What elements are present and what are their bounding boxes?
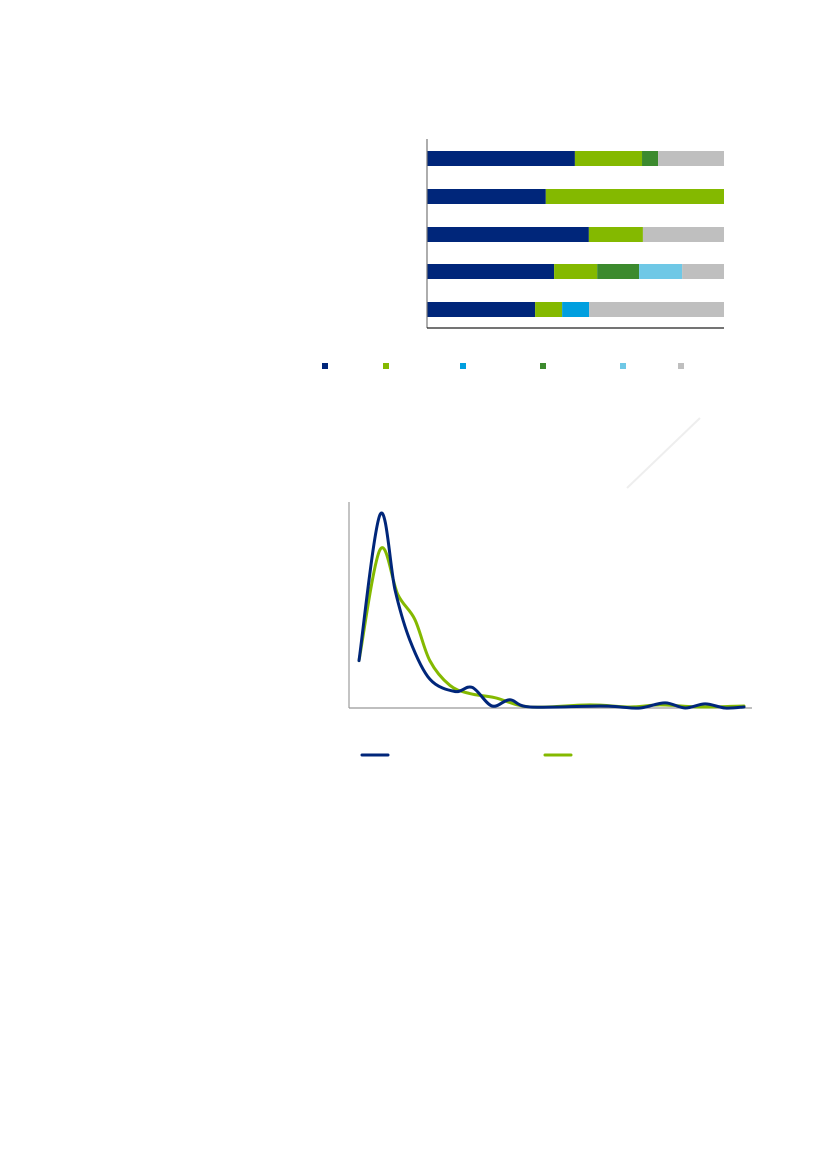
bar-row4-segment5 — [639, 264, 683, 279]
bar-chart-legend — [322, 363, 684, 369]
bar-row3-segment1 — [427, 227, 589, 242]
bar-row5-segment2 — [535, 302, 563, 317]
bar-row5-segment6 — [589, 302, 724, 317]
legend-swatch-2 — [383, 363, 389, 369]
line-chart — [348, 502, 752, 710]
bar-row1-segment2 — [574, 151, 643, 166]
legend-swatch-5 — [620, 363, 626, 369]
bar-row1-segment1 — [427, 151, 575, 166]
bar-row1-segment4 — [642, 151, 659, 166]
bar-row2-segment1 — [427, 189, 546, 204]
bar-row3-segment2 — [588, 227, 643, 242]
bar-row3-segment6 — [642, 227, 724, 242]
bar-row5-segment3 — [562, 302, 590, 317]
bar-row4-segment4 — [597, 264, 640, 279]
bar-row5-segment1 — [427, 302, 536, 317]
legend-swatch-3 — [460, 363, 466, 369]
stacked-bar-chart — [426, 139, 724, 329]
line-series-2 — [357, 546, 746, 709]
bar-row4-segment6 — [682, 264, 724, 279]
legend-swatch-1 — [322, 363, 328, 369]
bar-row4-segment1 — [427, 264, 555, 279]
legend-swatch-6 — [678, 363, 684, 369]
bar-row4-segment2 — [554, 264, 598, 279]
legend-swatch-4 — [540, 363, 546, 369]
decorative-diagonal-line — [626, 417, 701, 489]
bar-row1-segment6 — [658, 151, 724, 166]
line-series-1 — [357, 511, 746, 710]
bar-row2-segment2 — [545, 189, 724, 204]
